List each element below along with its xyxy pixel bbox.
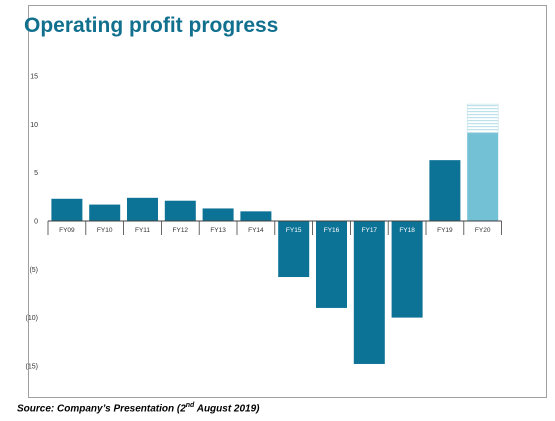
x-tick-label: FY14	[248, 227, 264, 234]
x-axis: FY09 FY10 FY11 FY12 FY13 FY14 FY15 FY16 FY17 FY18…	[47, 220, 503, 235]
bar-forecast-range-fy20	[466, 103, 499, 134]
x-tick-label: FY18	[399, 227, 415, 234]
source-superscript: nd	[185, 402, 195, 409]
x-tick-label: FY09	[59, 227, 75, 234]
y-tick-label: 0	[34, 219, 38, 226]
bars	[51, 103, 499, 364]
bar-fy18	[391, 221, 423, 318]
x-tick-label: FY15	[286, 227, 302, 234]
chart-frame	[28, 5, 547, 398]
bar-fy11	[127, 197, 158, 221]
bar-fy13	[202, 208, 234, 221]
x-tick-label: FY20	[475, 227, 491, 234]
bar-fy10	[89, 204, 121, 221]
bar-fy12	[164, 200, 196, 221]
x-tick-label: FY17	[362, 227, 378, 234]
bar-fy14	[240, 211, 272, 221]
x-tick-label: FY12	[173, 227, 189, 234]
source-suffix: August 2019)	[194, 403, 260, 415]
bar-fy20	[467, 133, 499, 221]
bar-fy19	[429, 160, 461, 221]
y-tick-label: (5)	[29, 267, 38, 274]
x-tick-label: FY11	[135, 227, 150, 234]
y-tick-label: 10	[30, 122, 38, 129]
y-tick-label: 15	[30, 74, 38, 81]
chart-title: Operating profit progress	[24, 14, 279, 37]
x-tick-label: FY16	[324, 227, 340, 234]
bar-fy09	[51, 198, 83, 221]
bar-fy15	[278, 221, 310, 278]
source-prefix: Source: Company’s Presentation (2	[17, 403, 186, 415]
y-tick-label: (10)	[26, 315, 38, 322]
x-tick-label: FY10	[97, 227, 113, 234]
y-tick-label: (15)	[26, 363, 38, 370]
bar-fy17	[353, 221, 385, 364]
y-tick-label: 5	[34, 170, 38, 177]
source-note: Source: Company’s Presentation (2nd Augu…	[17, 402, 260, 414]
bar-fy16	[316, 221, 347, 308]
x-tick-label: FY19	[437, 227, 453, 234]
x-tick-label: FY13	[210, 227, 226, 234]
y-axis-ticks: 15 10 5 0 (5) (10) (15)	[26, 74, 39, 371]
